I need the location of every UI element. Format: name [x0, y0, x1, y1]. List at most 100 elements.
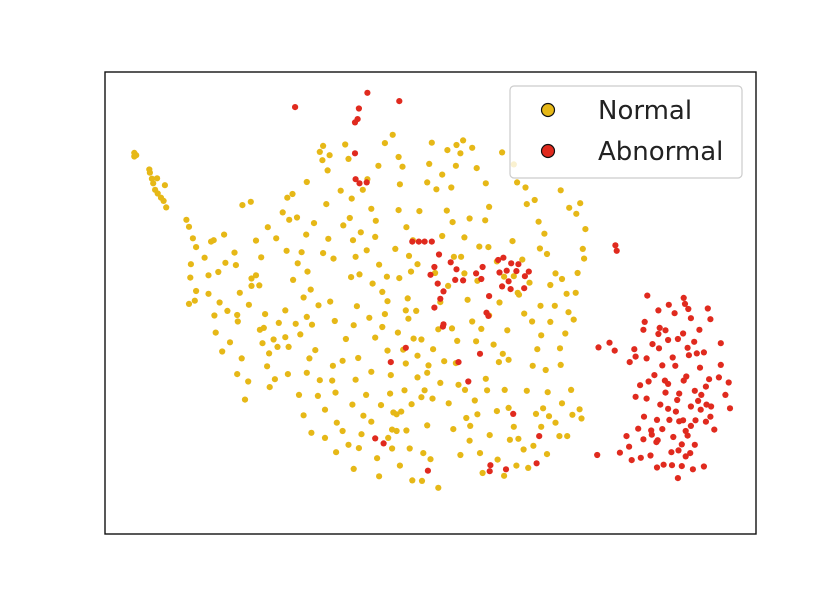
point-normal: [333, 449, 340, 456]
point-normal: [482, 180, 489, 187]
point-normal: [540, 405, 547, 412]
point-normal: [482, 217, 489, 224]
point-abnormal: [363, 179, 370, 186]
point-normal: [556, 433, 563, 440]
point-abnormal: [351, 119, 359, 126]
point-abnormal: [707, 316, 714, 323]
point-normal: [357, 229, 364, 236]
point-normal: [505, 404, 512, 411]
point-normal: [333, 419, 340, 426]
point-normal: [271, 376, 278, 383]
point-normal: [303, 369, 310, 376]
point-normal: [572, 289, 579, 296]
point-normal: [238, 355, 245, 362]
point-abnormal: [637, 382, 644, 389]
point-normal: [430, 346, 437, 353]
point-normal: [387, 372, 394, 379]
point-normal: [543, 451, 551, 458]
point-normal: [582, 226, 589, 233]
point-normal: [452, 162, 459, 169]
point-normal: [161, 182, 168, 189]
point-normal: [496, 299, 503, 306]
point-abnormal: [665, 336, 672, 344]
point-normal: [154, 190, 161, 197]
point-abnormal: [499, 283, 506, 290]
point-normal: [510, 273, 517, 280]
point-normal: [450, 426, 457, 433]
point-normal: [424, 179, 431, 186]
point-normal: [514, 179, 521, 186]
point-abnormal: [702, 418, 710, 425]
point-normal: [433, 186, 440, 193]
legend: Normal Abnormal: [509, 85, 743, 179]
point-abnormal: [439, 323, 446, 330]
point-normal: [515, 291, 523, 298]
point-normal: [526, 279, 533, 286]
point-normal: [329, 377, 336, 384]
point-normal: [262, 311, 269, 318]
point-normal: [402, 360, 409, 367]
point-normal: [576, 406, 583, 413]
point-abnormal: [606, 339, 613, 346]
point-normal: [448, 184, 455, 191]
point-normal: [544, 389, 551, 396]
point-normal: [469, 318, 476, 325]
point-normal: [445, 400, 452, 407]
point-abnormal: [649, 341, 656, 348]
point-normal: [297, 331, 304, 338]
point-normal: [458, 253, 465, 260]
point-normal: [239, 202, 246, 209]
point-abnormal: [672, 362, 679, 369]
point-normal: [372, 334, 379, 341]
point-normal: [345, 441, 352, 448]
point-abnormal: [428, 238, 435, 245]
point-abnormal: [687, 315, 695, 322]
point-abnormal: [707, 413, 714, 420]
point-normal: [558, 275, 566, 283]
point-normal: [557, 187, 564, 194]
point-normal: [521, 310, 528, 317]
points-layer: [131, 89, 734, 491]
point-normal: [304, 268, 311, 275]
point-normal: [394, 329, 401, 336]
point-abnormal: [678, 441, 685, 448]
point-normal: [437, 379, 444, 386]
point-normal: [466, 437, 473, 444]
point-normal: [300, 412, 307, 419]
point-abnormal: [505, 278, 512, 285]
point-normal: [374, 455, 381, 462]
point-normal: [368, 418, 375, 425]
point-abnormal: [595, 344, 602, 351]
point-normal: [570, 316, 577, 323]
point-abnormal: [479, 263, 486, 271]
point-normal: [290, 276, 297, 283]
point-normal: [348, 195, 355, 202]
point-normal: [160, 197, 167, 204]
point-abnormal: [409, 238, 416, 245]
point-abnormal: [682, 453, 689, 460]
point-abnormal: [640, 436, 647, 443]
point-abnormal: [657, 401, 664, 408]
point-normal: [435, 484, 442, 491]
point-normal: [350, 465, 357, 472]
point-abnormal: [676, 390, 683, 397]
point-normal: [463, 414, 470, 422]
point-abnormal: [661, 377, 669, 384]
point-abnormal: [611, 347, 618, 354]
legend-label-abnormal: Abnormal: [598, 137, 723, 167]
point-normal: [330, 255, 337, 262]
point-normal: [493, 408, 500, 415]
point-normal: [552, 419, 559, 426]
point-normal: [562, 330, 569, 337]
point-normal: [384, 298, 391, 305]
point-normal: [396, 181, 403, 188]
point-normal: [427, 456, 434, 463]
point-normal: [342, 141, 349, 148]
point-normal: [303, 313, 310, 320]
point-normal: [183, 216, 190, 223]
point-abnormal: [508, 260, 515, 267]
point-normal: [368, 368, 375, 375]
point-abnormal: [726, 405, 734, 412]
point-abnormal: [674, 335, 682, 343]
